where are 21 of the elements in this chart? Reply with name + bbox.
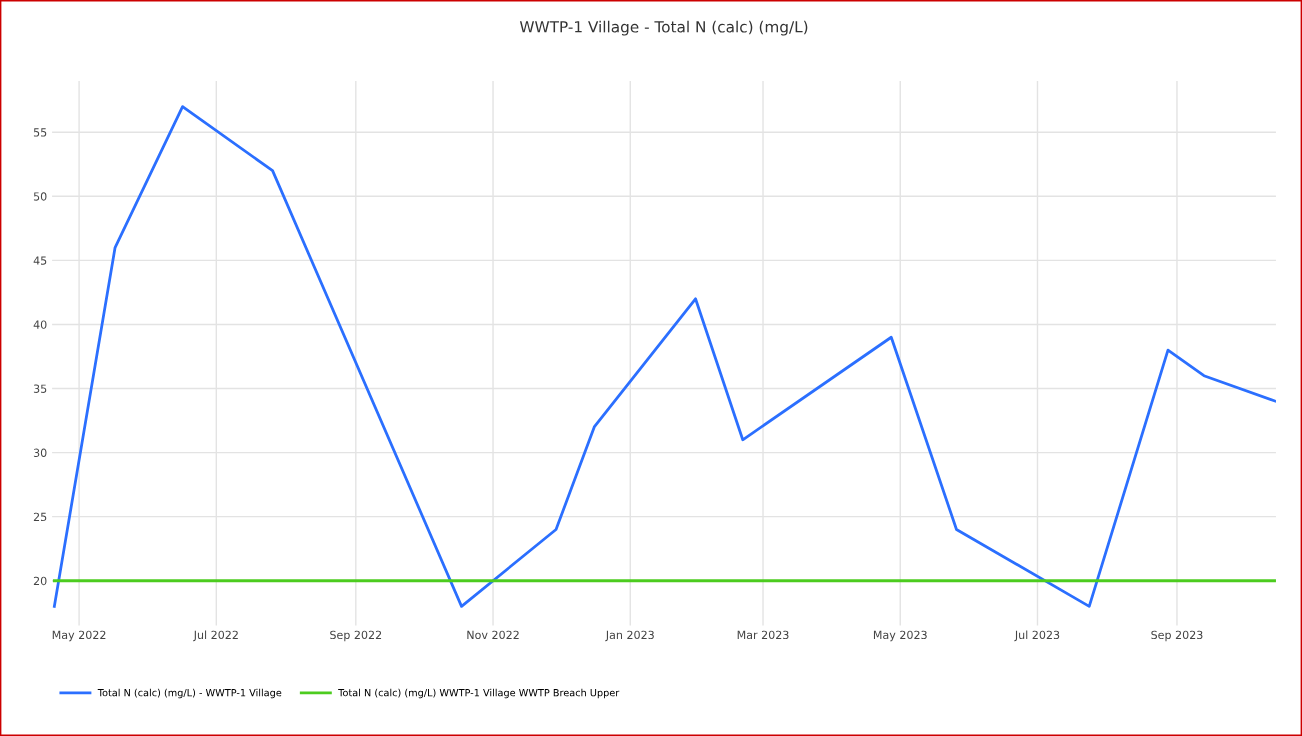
y-tick-label: 45 xyxy=(33,256,47,265)
x-tick-label: Sep 2022 xyxy=(330,630,382,642)
y-tick-label: 25 xyxy=(33,512,47,522)
legend-label: Total N (calc) (mg/L) - WWTP-1 Village xyxy=(97,688,282,699)
x-tick-label: Nov 2022 xyxy=(467,630,519,640)
legend-label: Total N (calc) (mg/L) WWTP-1 Village WWTP Breach Upper xyxy=(338,688,620,699)
x-tick-label: May 2023 xyxy=(873,630,927,642)
x-tick-label: May 2022 xyxy=(52,630,106,642)
chart-title: WWTP-1 Village - Total N (calc) (mg/L) xyxy=(519,20,808,36)
y-tick-label: 50 xyxy=(33,192,47,201)
x-tick-label: Jan 2023 xyxy=(605,630,654,642)
y-tick-label: 40 xyxy=(33,320,47,329)
y-tick-label: 55 xyxy=(33,128,47,137)
x-tick-label: Jul 2023 xyxy=(1014,630,1060,642)
x-tick-label: Jul 2022 xyxy=(193,630,238,642)
x-tick-label: Sep 2023 xyxy=(1151,630,1203,642)
y-tick-label: 30 xyxy=(33,448,47,457)
y-tick-label: 20 xyxy=(33,576,47,586)
line-series xyxy=(52,105,1276,608)
x-tick-label: Mar 2023 xyxy=(737,630,789,640)
y-tick-label: 35 xyxy=(33,384,47,393)
